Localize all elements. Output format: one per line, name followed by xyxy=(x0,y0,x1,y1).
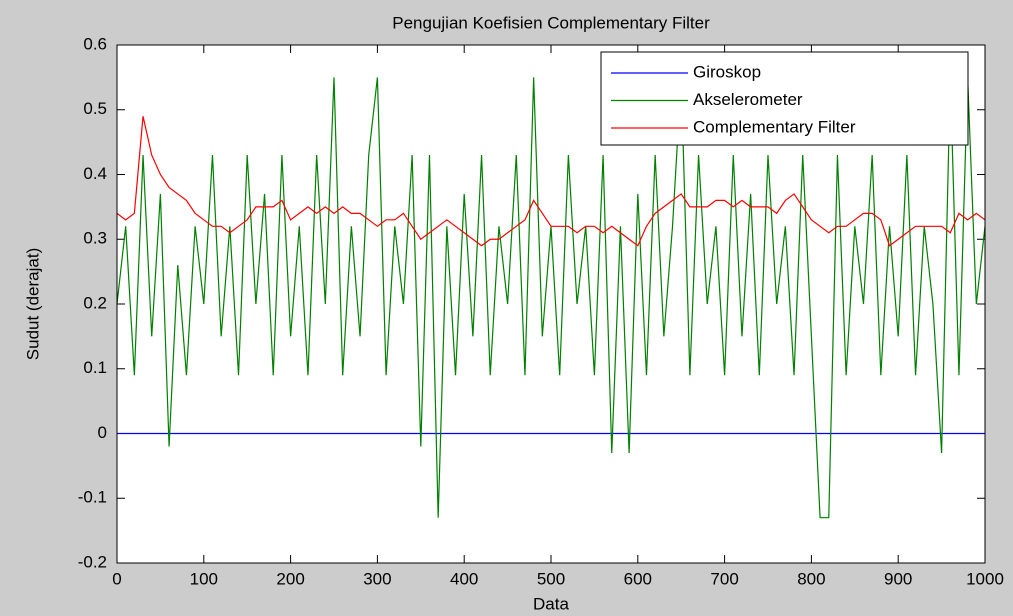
x-tick-label: 300 xyxy=(363,569,391,588)
plot-border xyxy=(116,44,986,564)
y-tick-label: 0.3 xyxy=(83,229,107,248)
y-axis-label: Sudut (derajat) xyxy=(23,248,42,360)
x-tick-label: 500 xyxy=(537,569,565,588)
x-tick-label: 800 xyxy=(797,569,825,588)
x-tick-label: 900 xyxy=(884,569,912,588)
legend-label: Akselerometer xyxy=(693,90,803,109)
chart-title: Pengujian Koefisien Complementary Filter xyxy=(392,13,710,32)
y-tick-label: 0.1 xyxy=(83,358,107,377)
series-line xyxy=(116,116,986,247)
legend-label: Complementary Filter xyxy=(693,117,856,136)
x-tick-label: 400 xyxy=(450,569,478,588)
legend-box xyxy=(600,51,969,146)
y-tick-label: 0.6 xyxy=(83,34,107,53)
x-axis-label: Data xyxy=(533,594,569,613)
x-tick-label: 0 xyxy=(112,569,121,588)
y-tick-label: 0.4 xyxy=(83,164,107,183)
x-tick-label: 100 xyxy=(190,569,218,588)
x-tick-label: 600 xyxy=(624,569,652,588)
x-tick-label: 1000 xyxy=(966,569,1004,588)
x-tick-label: 200 xyxy=(276,569,304,588)
y-tick-label: -0.2 xyxy=(78,552,107,571)
y-tick-label: -0.1 xyxy=(78,488,107,507)
legend-label: Giroskop xyxy=(693,62,761,81)
y-tick-label: 0 xyxy=(98,423,107,442)
y-tick-label: 0.5 xyxy=(83,99,107,118)
x-tick-label: 700 xyxy=(710,569,738,588)
y-tick-label: 0.2 xyxy=(83,293,107,312)
